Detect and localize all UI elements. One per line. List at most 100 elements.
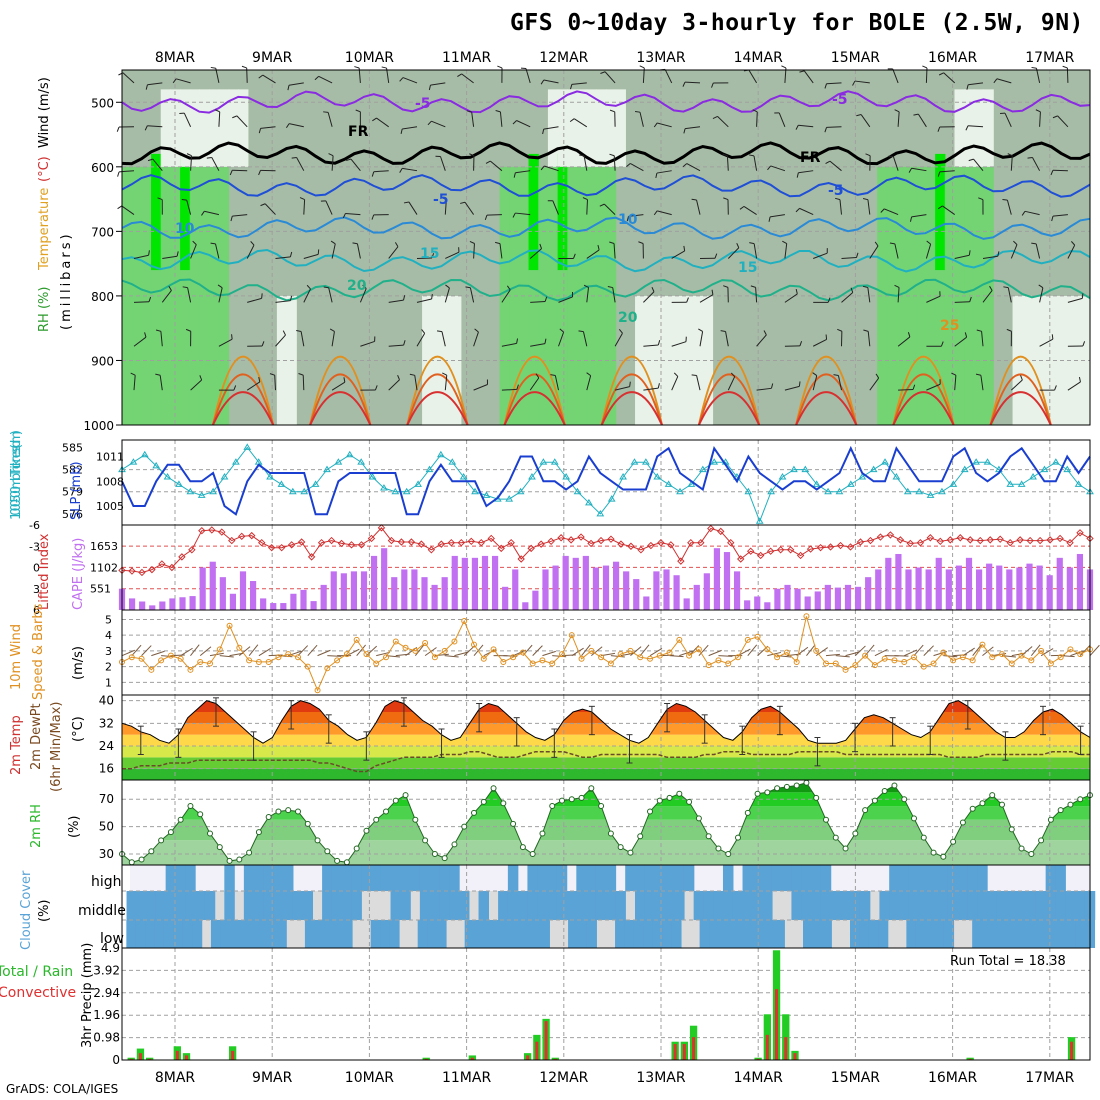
cloud-cell [762,891,773,920]
cape-bar [713,548,721,610]
cape-bar [451,555,458,610]
wind-speed-point [1008,660,1015,667]
lifted-index-point [1026,536,1034,545]
cloud-cell [906,920,917,948]
cape-bar [270,603,277,610]
wind-speed-point [842,666,849,673]
cloud-cell [229,920,240,948]
cape-bar [330,571,337,610]
rh-cell-dry [238,89,249,167]
wind-speed-point [392,638,399,645]
thickness-point [858,472,867,480]
wind-barb [486,214,502,216]
wind-barb-flag [723,197,729,201]
wind10m-barb [718,655,733,657]
wind-barb-flag [261,293,263,299]
wind-speed-point [216,646,223,653]
temp-tick-label: 32 [99,716,114,730]
rh-tick-label: 70 [99,792,114,806]
lifted-index-point [188,546,196,554]
wind-barb-flag [711,289,714,295]
temp2m-axis: 40 32 24 16 [99,694,114,776]
wind-barb [525,68,531,84]
ylabel-2m-dewpt: 2m DewPt [29,703,44,770]
ylabel-millibars: (millibars) [59,231,74,330]
thickness-point [744,487,753,495]
cape-bar [814,591,821,610]
wind-speed-point [324,665,331,672]
wind-speed-point [441,647,448,654]
wind-barb-flag [1013,240,1018,245]
wind-barb-flag [856,114,862,117]
wind-barb [726,155,729,171]
wind-barb [926,295,941,303]
cape-bar [935,557,942,610]
cape-bar [249,581,257,610]
cloud-cell [1037,920,1049,948]
contour-label: 10 [618,212,638,228]
wind-barb [671,341,687,347]
wind-speed-point [852,662,859,669]
cape-bar [189,596,196,610]
lifted-index-point [926,534,935,542]
cape-bar [481,555,489,610]
wind-speed-point [715,657,722,664]
cloud-cell [282,891,294,920]
wind-barb [643,344,659,347]
cloud-cell [351,891,362,920]
warm-dome-isotherm [697,355,761,426]
wind-barb [499,111,503,127]
thickness-point [607,495,616,502]
wind-barb-flag [993,78,998,84]
cloud-row-low: low [100,931,124,947]
precip-convective-bar [756,1058,760,1060]
wind-barb-flag [989,285,993,291]
wind-barb [753,243,758,259]
cloud-cell [664,891,675,920]
cloud-cell [918,865,930,891]
wind-barb-flag [291,157,297,159]
cape-bar [905,569,912,610]
wind-barb [530,343,546,347]
lifted-index-point [228,536,236,545]
wind-barb [696,199,701,215]
contour-label: 20 [347,278,367,294]
wind-barb [376,117,389,128]
wind-speed-point [823,660,829,667]
lifted-index-point [277,543,286,552]
wind-barb-flag [144,125,148,131]
cloud-cell [605,865,617,891]
wind-barb [190,155,193,171]
rh-cell-dry [1031,295,1043,425]
cape-bar [290,593,297,610]
ylabel-temperature: Temperature [37,188,52,271]
wind-barb [215,243,220,259]
lifted-index-point [737,555,745,563]
cloud-cell [145,920,156,948]
wind-barb [318,75,333,84]
warm-dome-isotherm [503,391,566,426]
wind-barb-flag [837,328,843,332]
cloud-cell [898,865,910,891]
top-date-label: 15MAR [831,50,880,66]
ylabel-lifted-index: Lifted Index [37,533,52,610]
cloud-cell [537,891,548,920]
wind-speed-point [578,655,585,662]
warm-dome-isotherm [309,373,372,426]
cloud-cell [566,891,578,920]
wind-speed-point [334,657,341,664]
rh-point [950,838,957,845]
lifted-index-point [517,555,525,563]
wind-barb-flag [362,284,367,289]
rh2m-axis: 70 50 30 [99,792,114,861]
precip-convective-bar [682,1044,686,1060]
thickness-point [915,487,924,495]
cloud-cell [699,920,710,948]
rh-point [901,796,908,803]
wind-barb [917,113,927,128]
wind-speed-point [656,652,663,659]
cloud-cell [165,891,177,920]
lifted-index-point [507,539,515,547]
wind-barb-flag [937,126,941,132]
